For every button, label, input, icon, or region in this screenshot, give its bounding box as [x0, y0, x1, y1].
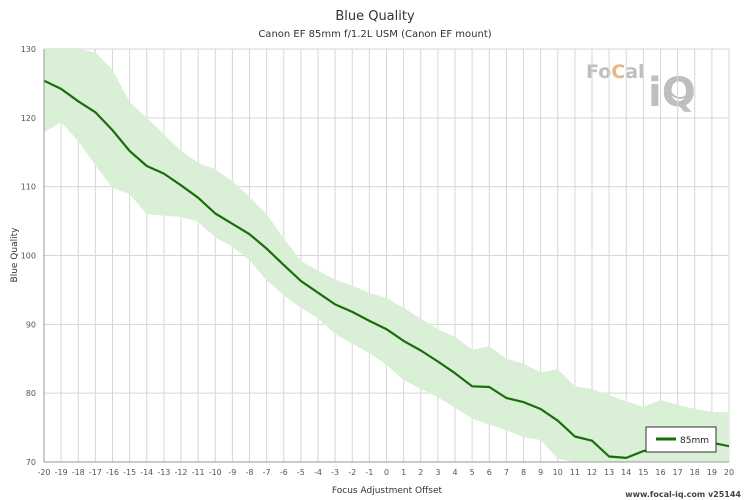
y-tick-label: 100: [21, 252, 36, 261]
x-tick-label: 8: [521, 468, 526, 477]
x-tick-label: 3: [435, 468, 440, 477]
x-axis-label: Focus Adjustment Offset: [332, 486, 443, 496]
legend: 85mm: [645, 426, 717, 453]
x-tick-label: -13: [157, 468, 170, 477]
logo: FoCal iQ: [586, 61, 696, 116]
y-tick-label: 70: [26, 458, 36, 467]
x-tick-label: 16: [655, 468, 665, 477]
x-tick-label: -19: [55, 468, 68, 477]
x-tick-label: 11: [570, 468, 580, 477]
x-tick-label: 15: [638, 468, 648, 477]
x-tick-label: 5: [470, 468, 475, 477]
x-tick-label: -20: [37, 468, 50, 477]
x-tick-label: -3: [331, 468, 339, 477]
y-tick-label: 110: [21, 183, 36, 192]
x-tick-label: -1: [365, 468, 373, 477]
x-tick-label: 7: [504, 468, 509, 477]
x-tick-label: 6: [487, 468, 492, 477]
x-tick-label: -15: [123, 468, 136, 477]
svg-text:FoCal: FoCal: [586, 61, 645, 83]
x-tick-label: 9: [538, 468, 543, 477]
x-tick-label: -16: [106, 468, 119, 477]
x-tick-label: 17: [673, 468, 683, 477]
y-tick-label: 80: [26, 389, 36, 398]
legend-label: 85mm: [680, 436, 709, 446]
x-tick-label: -6: [280, 468, 288, 477]
x-tick-label: -17: [89, 468, 102, 477]
series-band-0: [44, 49, 729, 462]
x-tick-label: 14: [621, 468, 631, 477]
series-line-0: [44, 79, 729, 459]
x-tick-label: -7: [263, 468, 271, 477]
x-tick-label: -18: [72, 468, 85, 477]
chart-title: Blue Quality: [335, 9, 415, 24]
x-tick-label: -14: [140, 468, 153, 477]
logo-lens-icon: [669, 77, 691, 99]
x-tick-label: -9: [228, 468, 236, 477]
x-tick-label: -2: [348, 468, 356, 477]
x-tick-label: -11: [192, 468, 205, 477]
x-tick-label: -12: [174, 468, 187, 477]
x-tick-label: 13: [604, 468, 614, 477]
y-tick-label: 90: [26, 320, 36, 329]
x-tick-label: 18: [690, 468, 700, 477]
x-tick-label: 2: [418, 468, 423, 477]
y-tick-label: 120: [21, 114, 36, 123]
logo-text-right: al: [625, 61, 644, 83]
x-tick-label: -8: [246, 468, 254, 477]
y-tick-label: 130: [21, 45, 36, 54]
x-tick-label: -10: [209, 468, 222, 477]
x-tick-label: 10: [553, 468, 563, 477]
chart-subtitle: Canon EF 85mm f/1.2L USM (Canon EF mount…: [258, 29, 491, 40]
x-tick-label: -4: [314, 468, 322, 477]
logo-text-c: C: [611, 61, 625, 83]
x-tick-label: 20: [724, 468, 734, 477]
x-tick-label: 12: [587, 468, 597, 477]
footer-text: www.focal-iq.com v25144: [625, 490, 741, 499]
x-tick-label: 19: [707, 468, 717, 477]
y-axis-label: Blue Quality: [10, 227, 20, 283]
x-tick-label: -5: [297, 468, 305, 477]
x-tick-label: 1: [401, 468, 406, 477]
logo-text-left: Fo: [586, 61, 611, 83]
x-tick-label: 4: [452, 468, 457, 477]
x-tick-label: 0: [384, 468, 389, 477]
